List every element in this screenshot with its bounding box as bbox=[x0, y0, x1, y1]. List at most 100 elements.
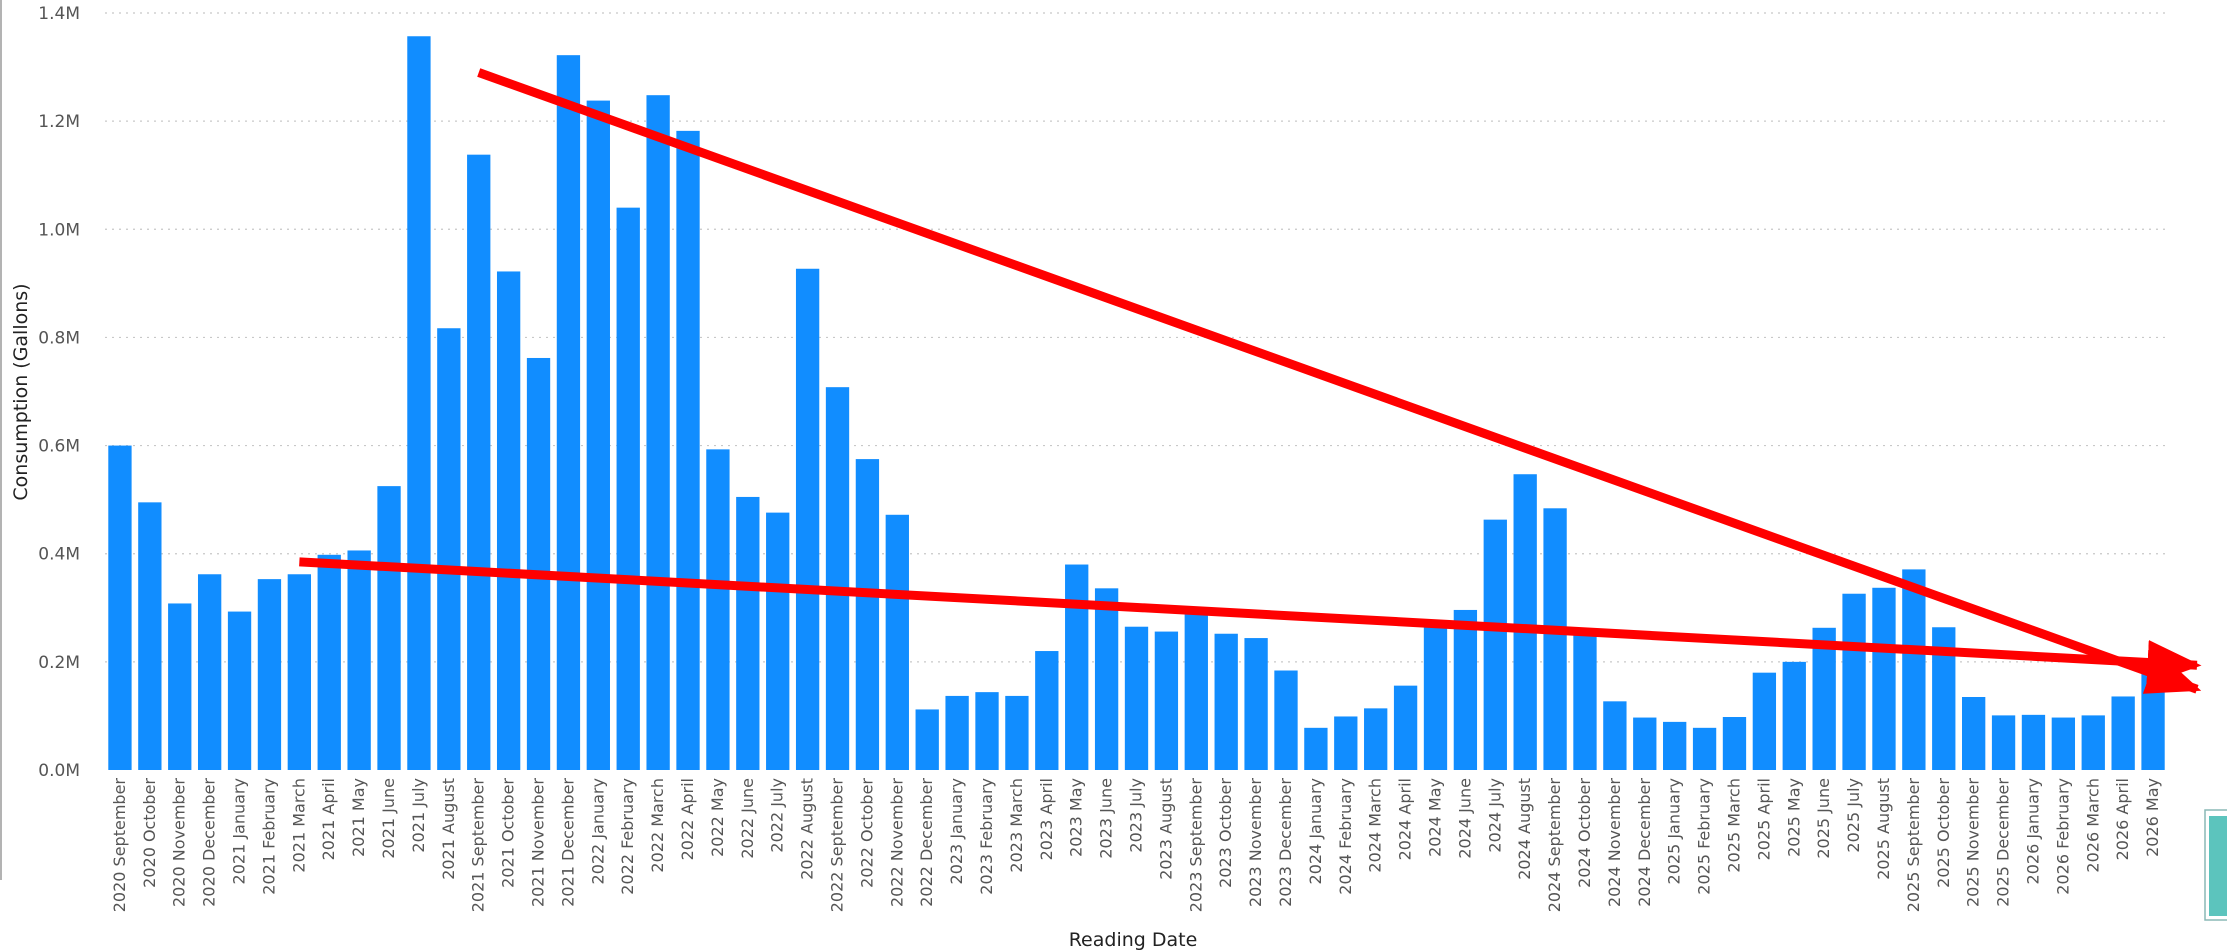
x-tick-label: 2023 July bbox=[1127, 778, 1146, 853]
y-tick-label: 1.2M bbox=[38, 112, 80, 132]
bar bbox=[257, 579, 282, 770]
x-tick-label: 2021 October bbox=[499, 778, 518, 888]
x-tick-label: 2025 January bbox=[1665, 778, 1684, 884]
y-tick-label: 0.4M bbox=[38, 545, 80, 565]
bar bbox=[766, 512, 790, 770]
x-tick-label: 2022 October bbox=[857, 778, 876, 888]
bars bbox=[108, 36, 2165, 771]
bar bbox=[2021, 714, 2046, 770]
bar bbox=[1453, 609, 1478, 770]
x-tick-label: 2024 August bbox=[1515, 778, 1534, 880]
x-tick-label: 2026 April bbox=[2113, 778, 2132, 860]
x-tick-label: 2024 December bbox=[1635, 778, 1654, 907]
x-tick-label: 2021 September bbox=[469, 778, 488, 913]
bar bbox=[197, 574, 222, 770]
x-tick-label: 2024 March bbox=[1366, 778, 1385, 873]
y-tick-label: 0.2M bbox=[38, 653, 80, 673]
y-axis-ticks: 0.0M 0.2M 0.4M 0.6M 0.8M 1.0M 1.2M 1.4M bbox=[38, 4, 80, 781]
x-tick-label: 2022 July bbox=[768, 778, 787, 853]
bar bbox=[1274, 670, 1298, 770]
bar bbox=[1961, 697, 1986, 770]
bar bbox=[1483, 519, 1507, 770]
bar bbox=[1094, 588, 1119, 770]
bar bbox=[108, 445, 132, 770]
x-tick-label: 2024 November bbox=[1605, 778, 1624, 907]
x-tick-label: 2024 October bbox=[1575, 778, 1594, 888]
x-tick-label: 2021 March bbox=[289, 778, 308, 873]
x-tick-label: 2025 May bbox=[1784, 778, 1803, 857]
bar bbox=[2081, 715, 2105, 770]
x-tick-label: 2026 February bbox=[2053, 778, 2072, 895]
bar bbox=[1154, 631, 1179, 770]
bar bbox=[1752, 672, 1777, 770]
bar bbox=[1393, 685, 1418, 770]
bar bbox=[646, 95, 670, 770]
bar bbox=[407, 36, 431, 770]
bar bbox=[227, 611, 252, 770]
x-tick-label: 2023 September bbox=[1186, 778, 1205, 913]
x-tick-label: 2025 February bbox=[1695, 778, 1714, 895]
x-tick-label: 2022 February bbox=[618, 778, 637, 895]
bar bbox=[915, 709, 939, 770]
x-tick-label: 2023 May bbox=[1067, 778, 1086, 857]
bar bbox=[1543, 508, 1567, 770]
bar bbox=[616, 207, 640, 770]
bar bbox=[945, 695, 969, 770]
bar bbox=[2141, 672, 2165, 770]
bar bbox=[1065, 564, 1089, 770]
x-tick-label: 2021 November bbox=[529, 778, 548, 907]
x-tick-label: 2025 August bbox=[1874, 778, 1893, 880]
bar bbox=[1902, 569, 1926, 770]
bar bbox=[1244, 638, 1268, 770]
x-tick-label: 2023 June bbox=[1097, 778, 1116, 859]
x-tick-label: 2022 August bbox=[798, 778, 817, 880]
y-tick-label: 1.0M bbox=[38, 220, 80, 240]
bar bbox=[467, 154, 491, 771]
bar bbox=[1603, 701, 1627, 770]
corner-widget bbox=[2204, 809, 2227, 921]
x-tick-label: 2026 March bbox=[2083, 778, 2102, 873]
bar bbox=[975, 692, 999, 770]
x-tick-label: 2021 January bbox=[230, 778, 249, 884]
y-tick-label: 0.0M bbox=[38, 761, 80, 781]
x-tick-label: 2021 August bbox=[439, 778, 458, 880]
x-tick-label: 2023 April bbox=[1037, 778, 1056, 860]
x-tick-label: 2021 May bbox=[349, 778, 368, 857]
bar bbox=[287, 574, 312, 770]
x-tick-label: 2025 November bbox=[1964, 778, 1983, 907]
bar bbox=[437, 328, 461, 770]
bar bbox=[1124, 626, 1149, 770]
x-tick-label: 2024 January bbox=[1306, 778, 1325, 884]
trend-annotations bbox=[299, 68, 2202, 694]
x-tick-label: 2025 June bbox=[1814, 778, 1833, 859]
bar bbox=[1663, 721, 1687, 770]
x-tick-label: 2025 October bbox=[1934, 778, 1953, 888]
bar bbox=[825, 387, 850, 770]
x-tick-label: 2025 December bbox=[1994, 778, 2013, 907]
bar bbox=[1364, 708, 1388, 770]
x-tick-label: 2020 December bbox=[200, 778, 219, 907]
bar bbox=[736, 496, 760, 770]
trend-arrow bbox=[477, 68, 2202, 694]
x-tick-label: 2022 November bbox=[887, 778, 906, 907]
y-tick-label: 0.8M bbox=[38, 328, 80, 348]
bar bbox=[168, 603, 192, 770]
bar bbox=[1633, 717, 1657, 770]
bar bbox=[496, 271, 521, 770]
bar bbox=[377, 486, 401, 770]
x-tick-label: 2021 February bbox=[259, 778, 278, 895]
bar bbox=[855, 459, 880, 770]
x-tick-label: 2023 August bbox=[1156, 778, 1175, 880]
bar bbox=[795, 268, 820, 770]
x-tick-label: 2021 June bbox=[379, 778, 398, 859]
x-tick-label: 2023 October bbox=[1216, 778, 1235, 888]
x-axis-ticks: 2020 September 2020 October 2020 November 2… bbox=[110, 778, 2162, 913]
bar bbox=[1692, 727, 1717, 770]
x-tick-label: 2024 April bbox=[1396, 778, 1415, 860]
bar bbox=[1812, 627, 1836, 770]
bar bbox=[526, 357, 551, 770]
y-tick-label: 1.4M bbox=[38, 4, 80, 24]
x-tick-label: 2022 December bbox=[917, 778, 936, 907]
x-tick-label: 2020 September bbox=[110, 778, 129, 913]
bar bbox=[347, 550, 371, 770]
